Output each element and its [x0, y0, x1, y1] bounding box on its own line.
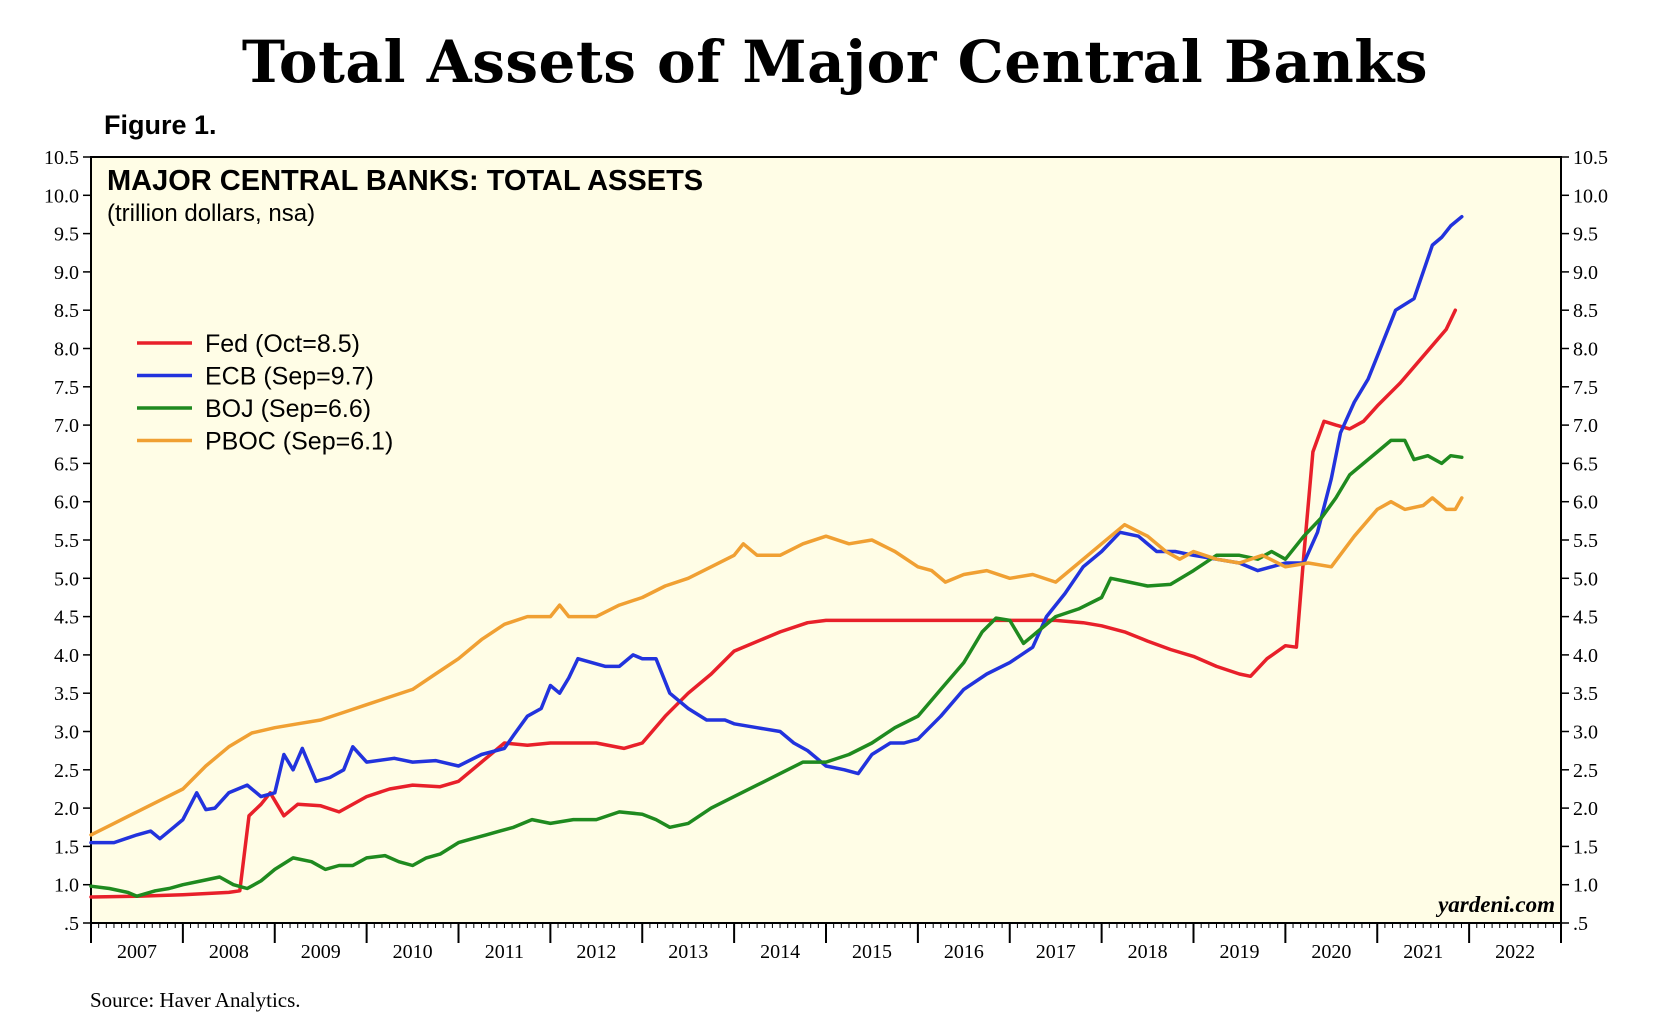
y-tick-label-right: 10.0	[1573, 185, 1608, 207]
y-tick-label-right: 1.0	[1573, 875, 1598, 897]
y-tick-label-left: 9.0	[54, 262, 79, 284]
page-title: Total Assets of Major Central Banks	[241, 28, 1429, 96]
credit: yardeni.com	[1435, 892, 1555, 917]
y-tick-label-left: 1.0	[54, 875, 79, 897]
x-tick-label: 2007	[117, 941, 157, 963]
series-line-3	[89, 496, 1464, 837]
legend-label: PBOC (Sep=6.1)	[205, 428, 393, 456]
y-tick-label-right: 2.0	[1573, 798, 1598, 820]
y-tick-label-right: 8.5	[1573, 300, 1598, 322]
x-tick-label: 2021	[1403, 941, 1443, 963]
x-tick-label: 2011	[485, 941, 524, 963]
y-tick-label-left: 4.5	[54, 607, 79, 629]
y-tick-label-right: 4.0	[1573, 645, 1598, 667]
x-tick-label: 2008	[209, 941, 249, 963]
y-tick-label-right: 9.0	[1573, 262, 1598, 284]
chart-title: MAJOR CENTRAL BANKS: TOTAL ASSETS	[107, 165, 703, 197]
y-tick-label-right: 4.5	[1573, 607, 1598, 629]
y-tick-label-left: 7.5	[54, 377, 79, 399]
y-tick-label-right: 8.0	[1573, 339, 1598, 361]
x-tick-label: 2022	[1495, 941, 1535, 963]
x-tick-label: 2009	[301, 941, 341, 963]
x-axis: 2007 2008 2009 2010 2011 2012 2013 2014 2015 2016…	[90, 923, 1562, 963]
y-tick-label-right: .5	[1573, 913, 1588, 935]
y-tick-label-right: 2.5	[1573, 760, 1598, 782]
chart-subtitle: (trillion dollars, nsa)	[107, 200, 315, 227]
y-tick-label-left: 9.5	[54, 224, 79, 246]
x-tick-label: 2018	[1128, 941, 1168, 963]
y-tick-label-left: 5.5	[54, 530, 79, 552]
x-tick-label: 2015	[852, 941, 892, 963]
y-tick-label-right: 7.0	[1573, 415, 1598, 437]
y-axis: .5 .5 1.0 1.0 1.5 1.5 2.0 2.0 2.5 2.5 3.0 3.0 3.5 3.5…	[44, 147, 1608, 935]
series-line-1	[89, 214, 1464, 845]
source-note: Source: Haver Analytics.	[90, 988, 301, 1012]
series-line-0	[89, 308, 1458, 899]
y-tick-label-right: 7.5	[1573, 377, 1598, 399]
series-line-2	[89, 438, 1464, 898]
legend-label: Fed (Oct=8.5)	[205, 330, 360, 358]
y-tick-label-left: 6.0	[54, 492, 79, 514]
y-tick-label-left: 2.0	[54, 798, 79, 820]
x-tick-label: 2016	[944, 941, 984, 963]
y-tick-label-right: 3.0	[1573, 722, 1598, 744]
y-tick-label-left: 4.0	[54, 645, 79, 667]
x-tick-label: 2014	[760, 941, 800, 963]
legend-label: ECB (Sep=9.7)	[205, 363, 374, 391]
y-tick-label-left: 2.5	[54, 760, 79, 782]
y-tick-label-left: 8.5	[54, 300, 79, 322]
x-tick-label: 2013	[668, 941, 708, 963]
y-tick-label-right: 3.5	[1573, 683, 1598, 705]
figure-label: Figure 1.	[104, 110, 217, 140]
y-tick-label-right: 1.5	[1573, 836, 1598, 858]
y-tick-label-right: 9.5	[1573, 224, 1598, 246]
y-tick-label-left: 7.0	[54, 415, 79, 437]
series-lines	[89, 214, 1464, 899]
y-tick-label-left: 3.0	[54, 722, 79, 744]
x-tick-label: 2019	[1219, 941, 1259, 963]
y-tick-label-right: 6.5	[1573, 453, 1598, 475]
x-tick-label: 2010	[393, 941, 433, 963]
legend-label: BOJ (Sep=6.6)	[205, 395, 371, 423]
y-tick-label-right: 5.0	[1573, 568, 1598, 590]
legend: Fed (Oct=8.5) ECB (Sep=9.7) BOJ (Sep=6.6) P…	[137, 330, 393, 456]
y-tick-label-left: 3.5	[54, 683, 79, 705]
plot-area	[90, 156, 1562, 924]
x-tick-label: 2012	[576, 941, 616, 963]
x-tick-label: 2020	[1311, 941, 1351, 963]
y-tick-label-left: 10.0	[44, 185, 79, 207]
x-tick-label: 2017	[1036, 941, 1076, 963]
y-tick-label-left: 8.0	[54, 339, 79, 361]
y-tick-label-left: 6.5	[54, 453, 79, 475]
y-tick-label-right: 6.0	[1573, 492, 1598, 514]
y-tick-label-left: 1.5	[54, 836, 79, 858]
y-tick-label-right: 10.5	[1573, 147, 1608, 169]
y-tick-label-left: 5.0	[54, 568, 79, 590]
y-tick-label-left: .5	[64, 913, 79, 935]
y-tick-label-left: 10.5	[44, 147, 79, 169]
y-tick-label-right: 5.5	[1573, 530, 1598, 552]
